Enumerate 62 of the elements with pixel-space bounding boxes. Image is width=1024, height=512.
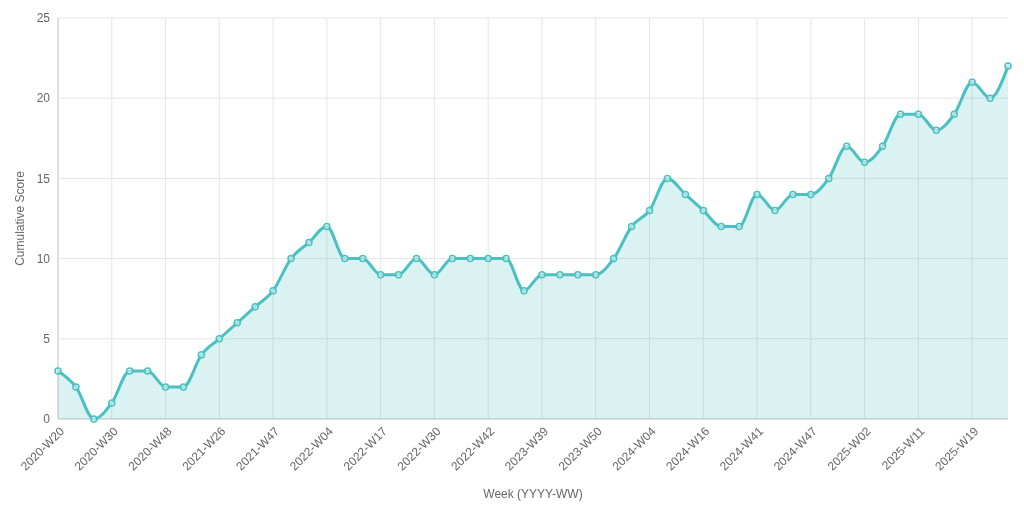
point: [699, 206, 708, 215]
point: [179, 383, 188, 391]
point: [627, 222, 636, 231]
point: [323, 222, 331, 231]
point: [251, 302, 259, 311]
point: [430, 270, 439, 279]
point: [932, 126, 941, 135]
point: [233, 319, 241, 327]
point: [90, 415, 98, 423]
point: [753, 190, 761, 199]
y-tick-label: 10: [36, 251, 51, 266]
point: [878, 142, 887, 151]
point: [466, 254, 475, 263]
y-tick-label: 15: [36, 171, 51, 186]
point: [287, 254, 295, 263]
point: [215, 335, 224, 343]
point: [968, 78, 976, 86]
point: [54, 367, 62, 375]
point: [538, 270, 546, 279]
point: [394, 270, 403, 279]
point: [484, 254, 492, 263]
point: [556, 270, 564, 279]
point: [986, 94, 994, 102]
point: [735, 222, 743, 231]
point: [663, 174, 672, 183]
point: [896, 110, 905, 118]
point: [860, 158, 869, 167]
y-tick-label: 0: [43, 412, 51, 427]
point: [72, 383, 80, 391]
point: [412, 254, 421, 263]
point: [197, 351, 206, 359]
point: [807, 190, 815, 199]
point: [574, 270, 582, 279]
point: [842, 142, 851, 151]
point: [717, 222, 725, 231]
point: [161, 383, 170, 391]
point: [771, 206, 779, 215]
point: [950, 110, 958, 118]
point: [645, 206, 654, 215]
x-axis-title: Week (YYYY-WW): [483, 487, 583, 501]
point: [108, 399, 116, 407]
point: [125, 367, 134, 375]
point: [376, 270, 385, 279]
point: [358, 254, 367, 263]
point: [681, 190, 690, 199]
point: [591, 270, 600, 279]
point: [520, 286, 528, 295]
y-tick-label: 5: [43, 332, 51, 346]
point: [341, 254, 349, 263]
point: [502, 254, 510, 263]
point: [143, 367, 152, 375]
y-tick-label: 20: [36, 91, 51, 106]
point: [825, 174, 833, 183]
point: [914, 110, 923, 118]
y-axis-title: Cumulative Score: [13, 170, 28, 266]
point: [269, 286, 277, 295]
y-tick-label: 25: [36, 11, 51, 26]
point: [789, 190, 797, 199]
point: [448, 254, 457, 263]
point: [305, 238, 313, 247]
point: [1004, 62, 1012, 70]
point: [609, 254, 618, 263]
